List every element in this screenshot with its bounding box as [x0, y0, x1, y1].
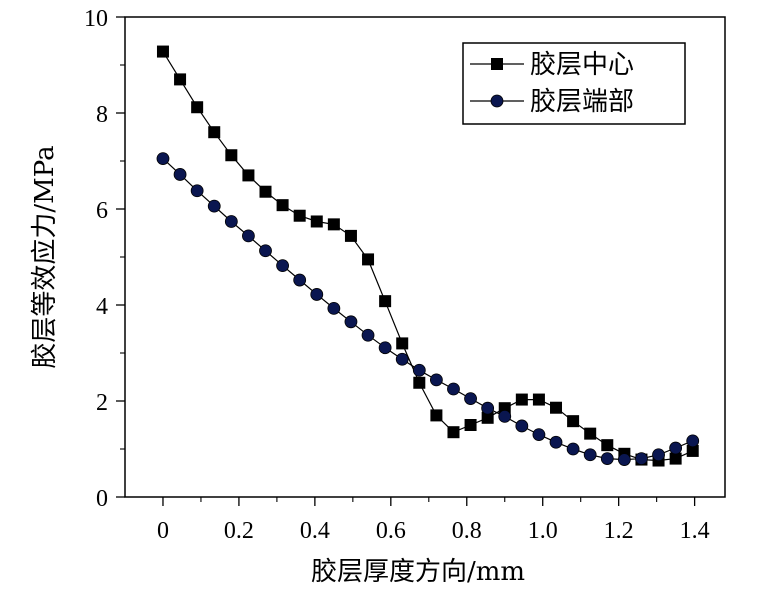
series-1-point: [174, 73, 187, 86]
series-1-point: [327, 218, 340, 231]
series-1-point: [293, 209, 306, 222]
series-2-point: [549, 435, 563, 449]
series-2-point: [464, 392, 477, 406]
series-line-2: [162, 158, 693, 461]
legend-label-end: 胶层端部: [530, 87, 634, 117]
legend-label-center: 胶层中心: [530, 50, 634, 80]
series-1-point: [362, 253, 375, 266]
series-1-point: [191, 101, 204, 114]
series-1-point: [464, 419, 477, 431]
series-2-point: [429, 373, 443, 387]
series-1-point: [276, 199, 289, 212]
series-1-point: [567, 415, 580, 428]
series-2-point: [515, 419, 529, 433]
y-tick-label: 10: [84, 6, 108, 32]
series-2-point: [498, 409, 512, 423]
x-tick-label: 0.8: [452, 518, 482, 544]
series-1-point: [208, 126, 221, 139]
series-2-point: [327, 301, 341, 315]
series-1-point: [584, 427, 597, 440]
series-1-point: [481, 411, 494, 424]
y-tick-label: 8: [96, 102, 108, 128]
series-2-point: [686, 434, 700, 448]
series-1-point: [550, 401, 563, 414]
series-1-point: [413, 376, 426, 389]
series-2-point: [156, 152, 170, 166]
series-layer: [156, 45, 700, 467]
series-1-point: [379, 295, 392, 308]
series-2-point: [378, 341, 392, 355]
series-2-point: [310, 288, 324, 301]
series-2-point: [532, 428, 546, 442]
series-1-point: [156, 45, 169, 58]
legend-marker-center: [491, 58, 503, 70]
series-1-point: [686, 444, 699, 457]
x-axis-ticks: 0 0.2 0.4 0.6 0.8 1.0 1.2 1.4: [157, 497, 710, 544]
series-2-point: [344, 315, 358, 329]
series-1-point: [430, 409, 443, 422]
series-2-point: [447, 382, 460, 396]
series-1-point: [515, 393, 528, 406]
x-tick-label: 0.4: [300, 518, 330, 544]
series-1-point: [601, 439, 614, 452]
series-2-point: [190, 184, 204, 198]
series-2-point: [361, 328, 375, 342]
series-1-point: [225, 149, 238, 162]
x-axis-title: 胶层厚度方向/mm: [311, 557, 525, 587]
x-tick-label: 0: [157, 518, 169, 544]
y-axis-ticks: 0 2 4 6 8 10: [84, 6, 125, 512]
series-1-point: [396, 337, 409, 350]
series-2-point: [412, 363, 426, 377]
series-2-point: [652, 448, 665, 462]
series-2-point: [635, 452, 648, 466]
x-tick-label: 1.2: [604, 518, 634, 544]
series-1-point: [532, 393, 545, 406]
series-1-point: [669, 452, 682, 465]
series-1-point: [310, 215, 323, 228]
series-2-point: [293, 273, 307, 287]
series-2-point: [173, 168, 187, 181]
series-2-point: [259, 244, 272, 258]
series-2-point: [207, 199, 221, 213]
series-1-point: [344, 229, 357, 242]
x-tick-label: 1.4: [680, 518, 710, 544]
series-2-point: [583, 448, 597, 462]
series-2-point: [617, 453, 631, 466]
y-tick-label: 6: [96, 198, 108, 224]
series-1-point: [242, 169, 255, 182]
series-2-point: [395, 352, 409, 366]
series-1-point: [447, 426, 460, 439]
series-2-point: [242, 229, 255, 243]
series-2-point: [600, 452, 614, 466]
y-axis-title: 胶层等效应力/MPa: [30, 145, 60, 368]
legend: 胶层中心 胶层端部: [462, 42, 686, 125]
series-2-point: [566, 442, 580, 456]
y-tick-label: 0: [96, 486, 108, 512]
y-tick-label: 2: [96, 390, 108, 416]
series-2-point: [669, 441, 683, 455]
x-tick-label: 1.0: [528, 518, 558, 544]
series-2-point: [276, 259, 289, 273]
series-2-point: [481, 401, 495, 415]
legend-box: [462, 42, 686, 125]
legend-marker-end: [490, 94, 504, 108]
x-tick-label: 0.2: [224, 518, 254, 544]
y-tick-label: 4: [96, 294, 108, 320]
series-2-point: [224, 215, 238, 228]
series-1-point: [259, 185, 272, 198]
x-tick-label: 0.6: [376, 518, 406, 544]
